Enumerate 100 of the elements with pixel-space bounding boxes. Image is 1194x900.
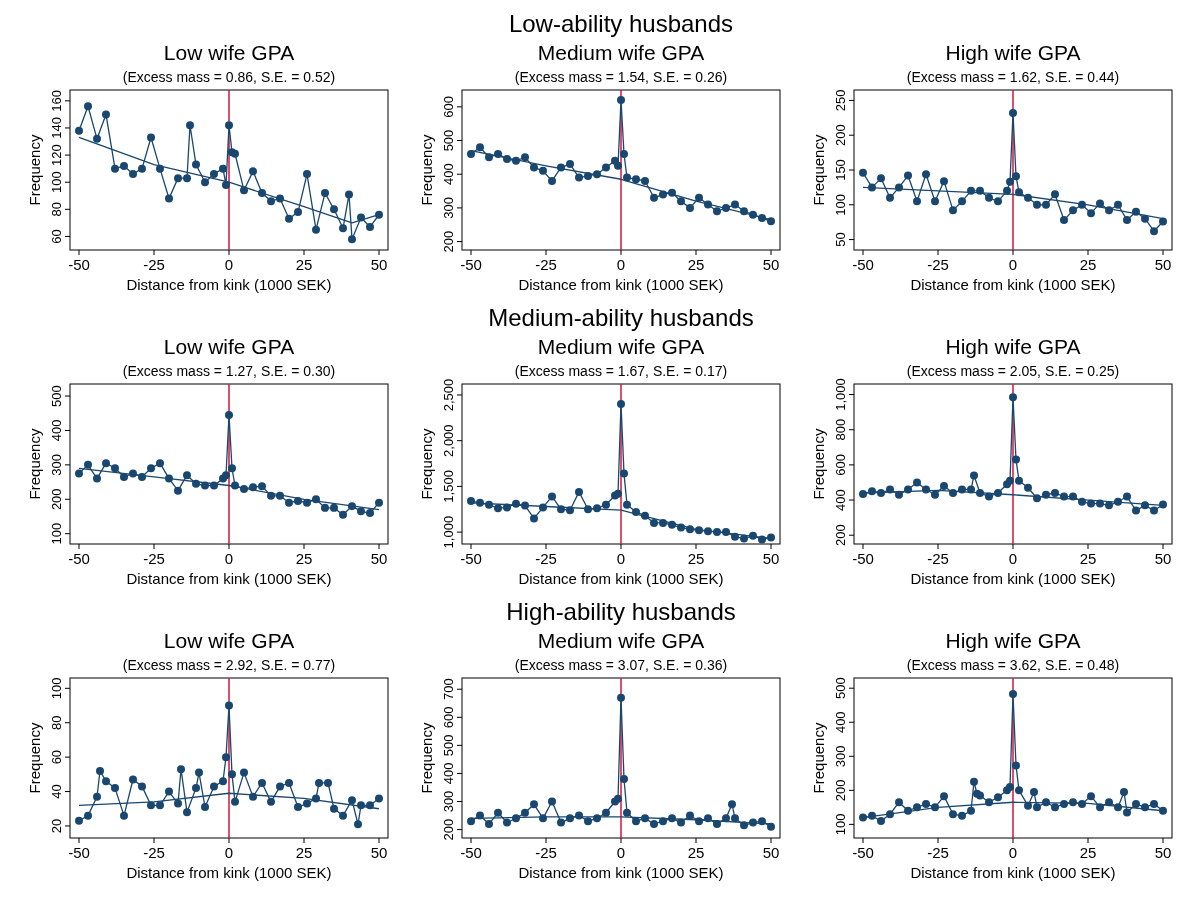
y-tick-label: 200 <box>441 230 456 253</box>
y-tick-label: 300 <box>441 197 456 219</box>
x-axis-title: Distance from kink (1000 SEK) <box>518 864 724 881</box>
y-tick-label: 400 <box>441 163 456 186</box>
y-tick-label: 700 <box>441 678 456 701</box>
y-tick-label: 600 <box>441 706 456 729</box>
x-tick-label: -50 <box>68 844 90 861</box>
y-tick-label: 500 <box>441 129 456 152</box>
y-tick-label: 1,000 <box>833 378 848 411</box>
x-tick-label: -25 <box>535 256 557 273</box>
y-tick-label: 200 <box>49 488 64 511</box>
x-tick-label: 50 <box>1154 550 1172 567</box>
x-tick-label: 0 <box>224 256 234 273</box>
y-tick-label: 200 <box>833 779 848 802</box>
x-axis-title: Distance from kink (1000 SEK) <box>910 276 1116 293</box>
x-tick-label: 25 <box>687 844 705 861</box>
x-tick-label: 25 <box>1079 550 1097 567</box>
x-tick-label: -25 <box>143 256 165 273</box>
x-tick-label: 25 <box>295 256 313 273</box>
x-tick-label: 25 <box>687 256 705 273</box>
y-tick-label: 500 <box>441 734 456 757</box>
chart-title: Low wife GPA <box>163 41 295 64</box>
x-tick-label: 50 <box>370 550 388 567</box>
x-tick-label: -25 <box>927 256 949 273</box>
y-axis-title: Frequency <box>418 722 435 794</box>
x-tick-label: 25 <box>1079 256 1097 273</box>
y-tick-label: 200 <box>441 818 456 841</box>
y-tick-label: 150 <box>833 159 848 181</box>
y-tick-label: 100 <box>49 171 64 194</box>
text: High-ability husbands <box>506 598 736 625</box>
chart-subtitle: (Excess mass = 3.62, S.E. = 0.48) <box>906 657 1120 673</box>
y-axis-title: Frequency <box>26 134 43 206</box>
y-axis-title: Frequency <box>810 134 827 206</box>
x-axis-title: Distance from kink (1000 SEK) <box>126 570 332 587</box>
y-tick-label: 160 <box>49 90 64 112</box>
y-tick-label: 400 <box>833 489 848 511</box>
x-tick-label: -25 <box>535 550 557 567</box>
y-tick-label: 600 <box>441 95 456 118</box>
chart-subtitle: (Excess mass = 2.05, S.E. = 0.25) <box>906 363 1120 379</box>
y-tick-label: 300 <box>833 745 848 768</box>
x-tick-label: 50 <box>370 256 388 273</box>
y-tick-label: 100 <box>49 677 64 700</box>
y-tick-label: 400 <box>833 711 848 734</box>
chart-title: High wife GPA <box>945 629 1081 652</box>
text: Medium-ability husbands <box>488 304 754 331</box>
x-tick-label: 0 <box>224 844 234 861</box>
x-tick-label: 0 <box>1008 844 1018 861</box>
chart-title: High wife GPA <box>945 41 1081 64</box>
x-tick-label: -25 <box>927 550 949 567</box>
y-tick-label: 250 <box>833 89 848 112</box>
y-tick-label: 100 <box>833 813 848 836</box>
x-tick-label: -25 <box>927 844 949 861</box>
y-tick-label: 200 <box>833 124 848 147</box>
x-tick-label: -25 <box>143 550 165 567</box>
y-tick-label: 2,000 <box>441 424 456 457</box>
chart-title: Medium wife GPA <box>537 629 705 652</box>
chart-subtitle: (Excess mass = 1.27, S.E. = 0.30) <box>122 363 336 379</box>
y-tick-label: 800 <box>833 418 848 441</box>
y-tick-label: 500 <box>49 385 64 407</box>
x-tick-label: -50 <box>852 256 874 273</box>
y-tick-label: 100 <box>49 522 64 545</box>
x-axis-title: Distance from kink (1000 SEK) <box>518 570 724 587</box>
y-tick-label: 1,000 <box>441 515 456 549</box>
y-axis-title: Frequency <box>810 428 827 500</box>
chart-subtitle: (Excess mass = 1.54, S.E. = 0.26) <box>514 69 728 85</box>
y-tick-label: 200 <box>833 524 848 547</box>
y-tick-label: 400 <box>49 419 64 442</box>
x-tick-label: 0 <box>1008 256 1018 273</box>
x-axis-title: Distance from kink (1000 SEK) <box>910 570 1116 587</box>
chart-title: Low wife GPA <box>163 629 295 652</box>
x-tick-label: -50 <box>460 550 482 567</box>
x-tick-label: 0 <box>1008 550 1018 567</box>
y-axis-title: Frequency <box>26 428 43 500</box>
x-tick-label: -50 <box>68 550 90 567</box>
chart-subtitle: (Excess mass = 3.07, S.E. = 0.36) <box>514 657 728 673</box>
y-tick-label: 300 <box>441 790 456 813</box>
chart-subtitle: (Excess mass = 1.62, S.E. = 0.44) <box>906 69 1120 85</box>
y-axis-title: Frequency <box>26 722 43 794</box>
y-tick-label: 50 <box>833 232 848 247</box>
x-tick-label: 0 <box>616 256 626 273</box>
x-tick-label: 25 <box>1079 844 1097 861</box>
x-tick-label: 0 <box>616 844 626 861</box>
y-tick-label: 1,500 <box>441 470 456 503</box>
y-tick-label: 140 <box>49 117 64 139</box>
x-tick-label: 0 <box>224 550 234 567</box>
x-tick-label: 25 <box>295 844 313 861</box>
chart-title: Medium wife GPA <box>537 335 705 358</box>
y-tick-label: 20 <box>49 818 64 834</box>
x-tick-label: 50 <box>762 256 780 273</box>
x-tick-label: -50 <box>460 256 482 273</box>
x-tick-label: -50 <box>460 844 482 861</box>
x-tick-label: -25 <box>535 844 557 861</box>
x-tick-label: 50 <box>370 844 388 861</box>
x-tick-label: 50 <box>762 844 780 861</box>
chart-title: High wife GPA <box>945 335 1081 358</box>
x-tick-label: 25 <box>295 550 313 567</box>
y-tick-label: 40 <box>49 784 64 799</box>
x-tick-label: -50 <box>852 844 874 861</box>
x-axis-title: Distance from kink (1000 SEK) <box>910 864 1116 881</box>
text: Low-ability husbands <box>508 10 734 37</box>
